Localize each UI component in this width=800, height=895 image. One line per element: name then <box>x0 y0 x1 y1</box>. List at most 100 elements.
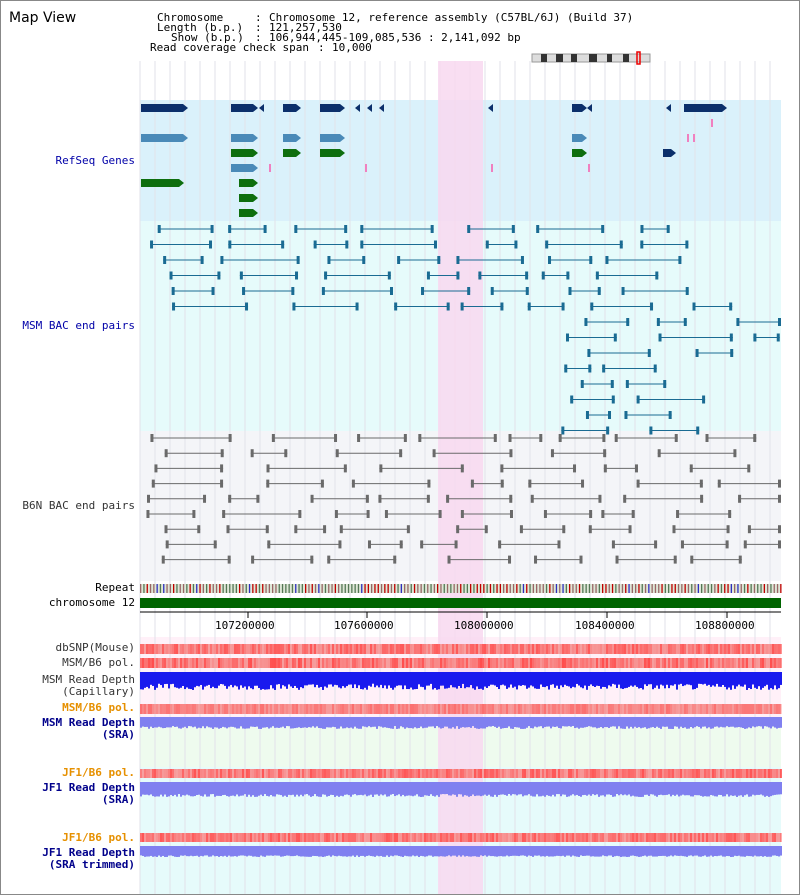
polymorphism-cell <box>674 644 676 654</box>
bac-end-marker <box>747 525 751 534</box>
polymorphism-cell <box>656 704 658 714</box>
polymorphism-cell <box>606 658 608 668</box>
polymorphism-cell <box>254 658 256 668</box>
polymorphism-cell <box>404 833 406 842</box>
bac-end-marker <box>213 540 217 549</box>
polymorphism-cell <box>632 658 634 668</box>
polymorphism-cell <box>746 704 748 714</box>
refseq-gene-arrow <box>671 149 676 157</box>
polymorphism-cell <box>610 704 612 714</box>
repeat-element <box>565 584 567 593</box>
polymorphism-cell <box>738 833 740 842</box>
read-depth-bar <box>696 672 698 688</box>
read-depth-bar <box>630 846 632 856</box>
polymorphism-cell <box>158 833 160 842</box>
bac-end-marker <box>680 540 684 549</box>
polymorphism-cell <box>646 769 648 778</box>
polymorphism-cell <box>710 769 712 778</box>
polymorphism-cell <box>386 769 388 778</box>
polymorphism-cell <box>368 704 370 714</box>
polymorphism-cell <box>716 769 718 778</box>
polymorphism-cell <box>624 833 626 842</box>
read-depth-bar <box>434 846 436 857</box>
track-label-b6n-bac[interactable]: B6N BAC end pairs <box>22 499 135 512</box>
polymorphism-cell <box>336 704 338 714</box>
polymorphism-cell <box>156 704 158 714</box>
refseq-gene-arrow <box>367 104 372 112</box>
read-depth-bar <box>616 782 618 795</box>
read-depth-bar <box>720 672 722 687</box>
read-depth-bar <box>248 672 250 687</box>
repeat-element <box>272 584 274 593</box>
polymorphism-cell <box>192 769 194 778</box>
polymorphism-cell <box>530 769 532 778</box>
read-depth-bar <box>778 782 780 795</box>
read-depth-bar <box>666 846 668 857</box>
read-depth-bar <box>578 846 580 857</box>
read-depth-bar <box>264 846 266 857</box>
polymorphism-cell <box>648 644 650 654</box>
read-depth-bar <box>574 782 576 796</box>
read-depth-bar <box>704 672 706 684</box>
read-depth-bar <box>330 846 332 857</box>
polymorphism-cell <box>638 833 640 842</box>
read-depth-bar <box>632 782 634 796</box>
read-depth-bar <box>178 672 180 689</box>
bac-end-marker <box>545 240 549 249</box>
read-depth-bar <box>312 672 314 685</box>
read-depth-bar <box>456 717 458 727</box>
read-depth-bar <box>716 782 718 797</box>
polymorphism-cell <box>718 769 720 778</box>
ideogram-position-marker <box>636 51 641 65</box>
polymorphism-cell <box>290 833 292 842</box>
polymorphism-cell <box>508 833 510 842</box>
polymorphism-cell <box>688 833 690 842</box>
read-depth-bar <box>378 672 380 688</box>
polymorphism-cell <box>378 769 380 778</box>
read-depth-bar <box>666 782 668 795</box>
read-depth-bar <box>372 672 374 684</box>
polymorphism-cell <box>622 658 624 668</box>
polymorphism-cell <box>294 704 296 714</box>
read-depth-bar <box>614 672 616 685</box>
axis-tick-label: 107600000 <box>334 619 394 632</box>
read-depth-bar <box>398 782 400 795</box>
read-depth-bar <box>264 672 266 690</box>
read-depth-bar <box>536 672 538 689</box>
polymorphism-cell <box>306 644 308 654</box>
repeat-element <box>262 584 264 593</box>
read-depth-bar <box>590 717 592 727</box>
read-depth-bar <box>284 846 286 856</box>
polymorphism-cell <box>218 644 220 654</box>
repeat-element <box>582 584 584 593</box>
polymorphism-cell <box>424 769 426 778</box>
polymorphism-cell <box>308 704 310 714</box>
track-label-msm-bac[interactable]: MSM BAC end pairs <box>22 319 135 332</box>
read-depth-bar <box>330 782 332 795</box>
polymorphism-cell <box>360 658 362 668</box>
read-depth-bar <box>250 672 252 689</box>
polymorphism-cell <box>342 833 344 842</box>
read-depth-bar <box>752 846 754 857</box>
bac-end-marker <box>334 434 338 442</box>
polymorphism-cell <box>486 644 488 654</box>
read-depth-bar <box>580 846 582 856</box>
polymorphism-cell <box>366 704 368 714</box>
read-depth-bar <box>642 672 644 690</box>
polymorphism-cell <box>212 769 214 778</box>
polymorphism-cell <box>736 833 738 842</box>
track-label-refseq[interactable]: RefSeq Genes <box>55 154 135 167</box>
polymorphism-cell <box>622 833 624 842</box>
read-depth-bar <box>172 782 174 797</box>
polymorphism-cell <box>446 769 448 778</box>
polymorphism-cell <box>550 704 552 714</box>
read-depth-bar <box>496 672 498 687</box>
read-depth-bar <box>248 717 250 729</box>
polymorphism-cell <box>762 704 764 714</box>
read-depth-bar <box>724 846 726 857</box>
read-depth-bar <box>440 846 442 857</box>
bac-end-marker <box>367 540 371 549</box>
read-depth-bar <box>714 672 716 687</box>
polymorphism-cell <box>364 704 366 714</box>
